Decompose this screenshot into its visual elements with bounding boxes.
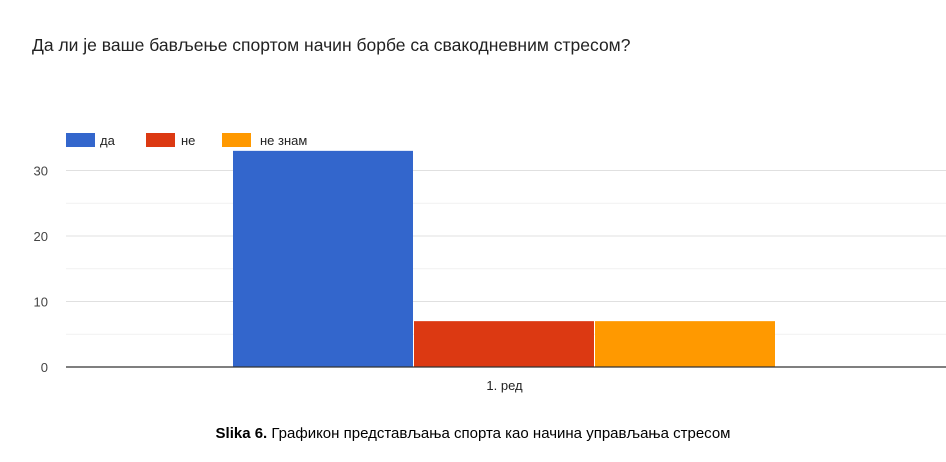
legend-label-3: не знам [260,133,307,148]
y-tick-label: 0 [41,360,48,375]
bar-2 [414,321,594,367]
figure-caption: Slika 6. Графикон представљања спорта ка… [0,425,946,442]
y-tick-label: 10 [34,295,48,310]
bar-1 [233,150,413,367]
legend-swatch-2 [146,133,175,147]
legend-swatch-3 [222,133,251,147]
y-tick-label: 20 [34,229,48,244]
bar-3 [595,321,775,367]
legend-swatch-1 [66,133,95,147]
x-tick-label: 1. ред [486,378,523,393]
caption-label: Slika 6. [215,425,268,442]
legend-label-1: да [100,133,116,148]
y-tick-label: 30 [34,164,48,179]
chart-title: Да ли је ваше бављење спортом начин борб… [32,35,631,55]
caption-text: Графикон представљања спорта као начина … [271,425,731,442]
bar-chart: 0 10 20 30 1. ред да не не знам [34,133,946,393]
legend-label-2: не [181,133,195,148]
